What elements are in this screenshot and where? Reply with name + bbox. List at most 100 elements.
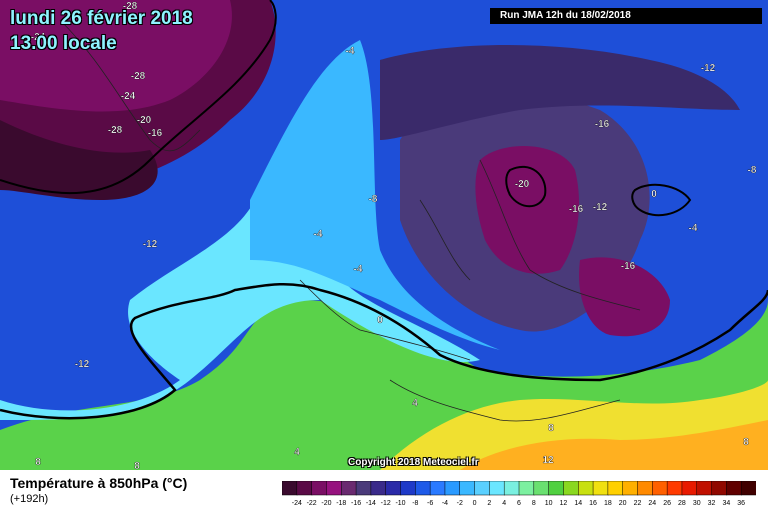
legend-swatch (563, 481, 580, 496)
contour-label: 8 (35, 457, 41, 468)
contour-label: -12 (593, 202, 608, 213)
contour-label: -4 (689, 223, 698, 234)
legend-tick-label: -8 (412, 500, 418, 507)
contour-label: -24 (31, 32, 46, 43)
contour-label: -28 (108, 125, 123, 136)
contour-label: 0 (377, 315, 383, 326)
legend-swatch (503, 481, 520, 496)
legend-tick-label: 14 (574, 500, 582, 507)
light-blue-zone (250, 40, 500, 350)
contour-label: 8 (743, 437, 749, 448)
legend-tick-label: 30 (693, 500, 701, 507)
legend-tick-label: 36 (737, 500, 745, 507)
contour-label: -4 (354, 264, 363, 275)
contour-label: -8 (369, 194, 378, 205)
legend-swatch (415, 481, 431, 496)
contour-label: -16 (569, 204, 584, 215)
legend-tick-label: 18 (604, 500, 612, 507)
legend-tick-label: -14 (366, 500, 376, 507)
contour-label: -28 (123, 1, 138, 12)
legend-swatch (666, 481, 683, 496)
legend-tick-label: 24 (648, 500, 656, 507)
legend-swatch (400, 481, 417, 496)
legend-swatch (592, 481, 609, 496)
legend-tick-label: -10 (395, 500, 405, 507)
contour-label: 8 (134, 461, 140, 470)
contour-label: 12 (542, 455, 554, 466)
legend-swatch (740, 481, 756, 496)
contour-label: -20 (137, 115, 152, 126)
legend-tick-label: -22 (307, 500, 317, 507)
legend-swatch (341, 481, 357, 496)
legend-tick-label: 26 (663, 500, 671, 507)
legend-tick-label: 6 (517, 500, 521, 507)
legend-tick-label: -16 (351, 500, 361, 507)
legend-swatch (518, 481, 535, 496)
contour-label: 0 (651, 189, 657, 200)
contour-label: -16 (148, 128, 163, 139)
legend-swatch (296, 481, 313, 496)
contour-label: -12 (75, 359, 90, 370)
contour-label: -16 (595, 119, 610, 130)
legend-swatch (326, 481, 342, 496)
color-legend: -24 -22 -20 -18 -16 -14 -12 -10 -8 -6 -4 -2 0 2 4 6 8 10 1… (282, 481, 756, 507)
legend-tick-label: 4 (502, 500, 506, 507)
contour-label: -20 (515, 179, 530, 190)
legend-swatch (726, 481, 742, 496)
legend-swatch (474, 481, 491, 496)
legend-tick-label: -4 (442, 500, 448, 507)
legend-swatch (311, 481, 328, 496)
legend-swatch (607, 481, 624, 496)
contour-label: -8 (748, 165, 757, 176)
contour-labels: -28 -24 -28 -24 -20 -28 -16 -4 -12 -16 -… (31, 1, 757, 470)
temperature-map: -28 -24 -28 -24 -20 -28 -16 -4 -12 -16 -… (0, 0, 768, 470)
copyright-notice: Copyright 2018 Meteociel.fr (348, 457, 479, 468)
legend-swatch (355, 481, 372, 496)
legend-tick-label: -2 (457, 500, 463, 507)
cyan-zone-atlantic (0, 90, 480, 420)
orange-zone (460, 420, 768, 470)
legend-swatch (652, 481, 668, 496)
dark-zone-greenland-edge (0, 120, 158, 200)
contour-label: -12 (701, 63, 716, 74)
legend-swatch (681, 481, 698, 496)
contour-label: 4 (412, 398, 418, 409)
dark-zone-north (380, 45, 740, 140)
legend-swatch (282, 481, 298, 496)
contour-label: -24 (121, 91, 136, 102)
contour-label: -4 (346, 46, 355, 57)
contour-label: -16 (621, 261, 636, 272)
legend-tick-label: 16 (589, 500, 597, 507)
zero-isotherm-baltic (631, 183, 692, 217)
legend-swatch (370, 481, 387, 496)
legend-swatch (459, 481, 476, 496)
forecast-date: lundi 26 février 2018 (10, 8, 193, 29)
legend-swatch (385, 481, 402, 496)
legend-swatch (711, 481, 728, 496)
legend-tick-label: 32 (708, 500, 716, 507)
legend-tick-label: 22 (634, 500, 642, 507)
legend-swatch (533, 481, 550, 496)
legend-swatch (696, 481, 713, 496)
legend-tick-label: 34 (722, 500, 730, 507)
contour-label: -12 (143, 239, 158, 250)
legend-tick-label: -24 (292, 500, 302, 507)
footer: Température à 850hPa (°C) (+192h) -24 -22… (0, 470, 768, 512)
contour-label: -28 (131, 71, 146, 82)
legend-tick-label: -12 (381, 500, 391, 507)
legend-tick-label: 2 (487, 500, 491, 507)
legend-swatch (578, 481, 594, 496)
parameter-title: Température à 850hPa (°C) (10, 475, 188, 491)
legend-tick-label: 0 (473, 500, 477, 507)
cold-pool-scandinavia-core (475, 146, 580, 274)
legend-tick-label: 10 (545, 500, 553, 507)
legend-swatch (429, 481, 446, 496)
cold-pool-eastern-europe (579, 257, 670, 337)
legend-tick-label: 12 (560, 500, 568, 507)
minus-twenty-isotherm (505, 165, 547, 208)
legend-tick-label: 28 (678, 500, 686, 507)
forecast-time: 13.00 locale (10, 33, 117, 54)
coastlines (59, 19, 641, 422)
model-run-info: Run JMA 12h du 18/02/2018 (490, 8, 762, 24)
cold-core-inner (0, 0, 232, 112)
